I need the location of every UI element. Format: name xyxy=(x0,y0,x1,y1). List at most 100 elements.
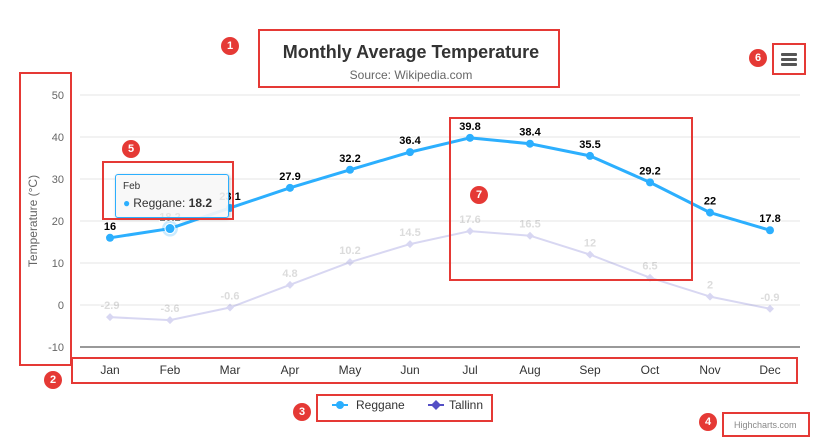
y-tick-label: 10 xyxy=(52,258,64,270)
data-point[interactable] xyxy=(646,178,654,187)
data-label: 17.8 xyxy=(759,213,780,225)
annotation-badge-6: 6 xyxy=(749,49,767,67)
data-label: 35.5 xyxy=(579,139,600,151)
legend[interactable]: Reggane Tallinn xyxy=(332,398,483,412)
annotation-box-menu xyxy=(772,43,806,75)
grid-lines xyxy=(80,94,800,348)
x-tick-label: Apr xyxy=(281,363,300,377)
data-label: 22 xyxy=(704,196,716,208)
annotation-badge-2: 2 xyxy=(44,371,62,389)
data-label: 16 xyxy=(104,221,116,233)
data-label: -2.9 xyxy=(101,300,120,312)
data-point[interactable] xyxy=(526,231,534,240)
x-axis-ticks: Jan Feb Mar Apr May Jun Jul Aug Sep Oct Nov Dec xyxy=(100,363,780,377)
annotation-badge-7: 7 xyxy=(470,186,488,204)
data-point[interactable] xyxy=(586,151,594,160)
data-point-hovered[interactable] xyxy=(164,223,176,235)
data-point[interactable] xyxy=(526,139,534,148)
x-tick-label: Oct xyxy=(641,363,660,377)
data-point[interactable] xyxy=(766,304,774,313)
data-label: 27.9 xyxy=(279,171,300,183)
x-tick-label: Feb xyxy=(160,363,181,377)
annotation-box-y-axis xyxy=(19,72,72,366)
legend-label-reggane: Reggane xyxy=(356,398,405,412)
data-label: 39.8 xyxy=(459,121,480,133)
data-point[interactable] xyxy=(286,183,294,192)
tooltip-series-dot: ● xyxy=(123,196,131,210)
data-label: 10.2 xyxy=(339,245,360,257)
annotation-box-title xyxy=(258,29,560,88)
tooltip-body: ● Reggane: 18.2 xyxy=(123,196,212,210)
annotation-box-credits xyxy=(722,412,810,437)
hamburger-menu-icon xyxy=(781,53,797,56)
chart-title: Monthly Average Temperature xyxy=(283,42,539,62)
annotation-box-x-axis xyxy=(71,357,798,384)
data-point[interactable] xyxy=(406,240,414,249)
data-point[interactable] xyxy=(706,292,714,301)
data-point[interactable] xyxy=(586,250,594,259)
x-tick-label: May xyxy=(339,363,362,377)
data-point[interactable] xyxy=(106,233,114,242)
data-label: 12 xyxy=(584,238,596,250)
data-point[interactable] xyxy=(706,208,714,217)
data-label: 29.2 xyxy=(639,165,660,177)
data-point[interactable] xyxy=(406,148,414,157)
data-label: -3.6 xyxy=(161,303,180,315)
data-point[interactable] xyxy=(106,313,114,322)
legend-item-reggane[interactable]: Reggane xyxy=(332,398,405,412)
series-tallinn[interactable]: -2.9 -3.6 -0.6 4.8 10.2 14.5 17.6 16.5 12 6.5 2 -0.… xyxy=(100,213,780,325)
y-axis-title: Temperature (°C) xyxy=(26,175,40,267)
data-label: 14.5 xyxy=(399,227,420,239)
x-tick-label: Jun xyxy=(400,363,419,377)
hamburger-menu-icon-bar-2 xyxy=(781,58,797,61)
data-point[interactable] xyxy=(286,280,294,289)
data-label: 17.6 xyxy=(459,214,480,226)
y-tick-label: 50 xyxy=(52,90,64,102)
data-label: 6.5 xyxy=(642,261,657,273)
tooltip-value: 18.2 xyxy=(188,196,212,210)
annotation-badge-3: 3 xyxy=(293,403,311,421)
data-point[interactable] xyxy=(766,226,774,235)
credits-link[interactable]: Highcharts.com xyxy=(734,420,797,430)
data-point[interactable] xyxy=(226,303,234,312)
y-tick-label: -10 xyxy=(48,342,64,354)
data-label: -0.9 xyxy=(761,292,780,304)
annotation-box-data-region xyxy=(449,117,693,281)
legend-label-tallinn: Tallinn xyxy=(449,398,483,412)
legend-item-tallinn[interactable]: Tallinn xyxy=(428,398,483,412)
chart-subtitle: Source: Wikipedia.com xyxy=(350,68,473,82)
x-tick-label: Sep xyxy=(579,363,601,377)
data-label: 38.4 xyxy=(519,127,541,139)
data-point[interactable] xyxy=(466,227,474,236)
annotation-badge-5: 5 xyxy=(122,140,140,158)
annotation-box-tooltip xyxy=(102,161,234,220)
data-label: -0.6 xyxy=(221,291,240,303)
data-point[interactable] xyxy=(166,316,174,325)
x-tick-label: Dec xyxy=(759,363,780,377)
legend-marker-reggane xyxy=(336,401,344,409)
annotation-box-legend xyxy=(316,394,493,422)
data-point[interactable] xyxy=(346,165,354,174)
annotation-badge-1: 1 xyxy=(221,37,239,55)
x-tick-label: Nov xyxy=(699,363,720,377)
data-label: 2 xyxy=(707,280,713,292)
tooltip: Feb ● Reggane: 18.2 xyxy=(115,174,229,218)
tooltip-header: Feb xyxy=(123,181,141,192)
data-label: 4.8 xyxy=(282,268,297,280)
y-tick-label: 40 xyxy=(52,132,64,144)
context-menu-button[interactable] xyxy=(776,47,802,73)
x-tick-label: Aug xyxy=(519,363,540,377)
annotation-badge-4: 4 xyxy=(699,413,717,431)
x-tick-label: Mar xyxy=(220,363,241,377)
data-point[interactable] xyxy=(466,133,474,142)
data-label: 36.4 xyxy=(399,135,421,147)
tooltip-series-name: Reggane: xyxy=(133,196,186,210)
data-label: 16.5 xyxy=(519,219,540,231)
hamburger-menu-icon-bar-3 xyxy=(781,63,797,66)
y-tick-label: 0 xyxy=(58,300,64,312)
legend-marker-tallinn xyxy=(431,400,441,410)
data-label: 32.2 xyxy=(339,153,360,165)
data-point[interactable] xyxy=(346,258,354,267)
y-tick-label: 20 xyxy=(52,216,64,228)
x-tick-label: Jul xyxy=(462,363,477,377)
